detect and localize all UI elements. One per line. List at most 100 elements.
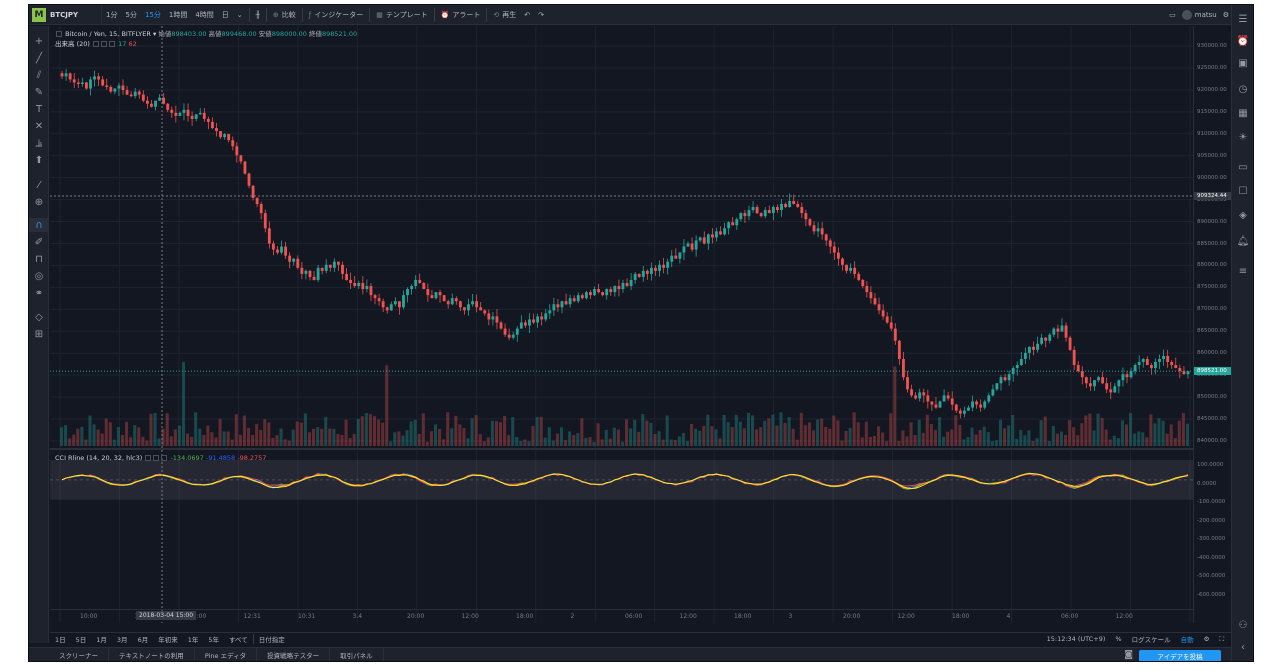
indicators-button[interactable]: ƒ インジケーター <box>305 5 367 25</box>
tab-strategy-tester[interactable]: 投資戦略テスター <box>257 647 331 661</box>
hotlist-button[interactable]: ◷ <box>1232 81 1253 97</box>
series-title: Bitcoin / Yen, 15, BITFLYER <box>65 30 151 38</box>
text-tool[interactable]: T <box>29 102 49 116</box>
streams-button[interactable]: ▭ <box>1232 159 1253 175</box>
alert-button[interactable]: ⏰ アラート <box>437 5 485 25</box>
candle-body <box>747 210 751 217</box>
range-3m-button[interactable]: 3月 <box>116 635 128 644</box>
settings-button[interactable]: ⚙ <box>1220 5 1232 25</box>
eye-icon[interactable] <box>93 41 99 47</box>
compare-button[interactable]: ⊕ 比較 <box>269 5 300 25</box>
goto-date-button[interactable]: 日付指定 <box>252 633 290 644</box>
symbol-search-button[interactable]: BTCJPY <box>46 5 102 25</box>
ideas-button[interactable]: ☀ <box>1232 129 1253 145</box>
interval-1d-button[interactable]: 日 <box>221 10 229 19</box>
fullscreen-icon[interactable]: ⛶ <box>1219 634 1224 643</box>
user-menu-button[interactable]: matsu <box>1179 5 1220 25</box>
volume-bar <box>616 429 620 446</box>
range-ytd-button[interactable]: 年初来 <box>158 635 178 644</box>
replay-button[interactable]: ⟲ 再生 <box>489 5 520 25</box>
log-scale-toggle[interactable]: ログスケール <box>1131 636 1171 644</box>
range-1y-button[interactable]: 1年 <box>187 635 199 644</box>
candle-body <box>519 322 523 329</box>
volume-bar <box>320 428 324 446</box>
candle-body <box>1048 334 1052 341</box>
interval-1m-button[interactable]: 1分 <box>106 10 118 19</box>
interval-5m-button[interactable]: 5分 <box>125 10 137 19</box>
gear-icon[interactable]: ⚙ <box>1203 635 1210 643</box>
eye-icon[interactable] <box>145 455 152 461</box>
range-5d-button[interactable]: 5日 <box>75 635 87 644</box>
volume-bar <box>165 413 169 446</box>
link-tool[interactable]: ⚭ <box>29 286 49 300</box>
magnet-tool[interactable]: ∩ <box>29 218 49 232</box>
collapse-sidebar-button[interactable]: ‹ <box>1232 639 1253 655</box>
ruler-tool[interactable]: ⁄ <box>29 178 49 192</box>
gear-icon[interactable] <box>153 455 160 461</box>
range-6m-button[interactable]: 6月 <box>137 635 149 644</box>
undo-button[interactable]: ↶ <box>520 5 534 25</box>
redo-button[interactable]: ↷ <box>534 5 548 25</box>
chat-button[interactable]: ☐ <box>1232 183 1253 199</box>
chevron-down-icon[interactable]: ▾ <box>152 30 157 38</box>
volume-bar <box>677 436 681 446</box>
close-icon[interactable] <box>161 455 168 461</box>
tab-screener[interactable]: スクリーナー <box>29 647 109 661</box>
toolbar-divider <box>265 7 267 22</box>
chart-type-button[interactable]: ╫ <box>252 5 264 25</box>
price-axis[interactable]: 930000.00 925000.00 920000.00 915000.00 9100… <box>1193 26 1234 623</box>
chart-canvas[interactable] <box>50 26 1193 623</box>
chart-pane[interactable] <box>50 26 1193 623</box>
prediction-tool[interactable]: ⫡ <box>29 136 49 150</box>
watchlist-button[interactable]: ☰ <box>1232 11 1253 27</box>
calendar-button[interactable]: ▦ <box>1232 105 1253 121</box>
candle-body <box>60 73 64 77</box>
percent-toggle[interactable]: % <box>1115 635 1122 643</box>
interval-1h-button[interactable]: 1時間 <box>168 10 188 19</box>
interval-4h-button[interactable]: 4時間 <box>195 10 214 19</box>
templates-button[interactable]: ▦ テンプレート <box>372 5 431 25</box>
brush-tool[interactable]: ✎ <box>29 85 49 99</box>
candle-body <box>182 109 186 113</box>
publish-idea-button[interactable]: アイデアを投稿 <box>1139 650 1221 661</box>
volume-bar <box>68 438 72 446</box>
camera-icon[interactable]: ◙ <box>1124 650 1133 660</box>
tab-trading-panel[interactable]: 取引パネル <box>330 647 384 661</box>
candle-body <box>857 273 861 280</box>
channel-tool[interactable]: ⫽ <box>29 68 49 82</box>
trendline-tool[interactable]: ╱ <box>29 51 49 65</box>
zoom-tool[interactable]: ⊕ <box>29 195 49 209</box>
pattern-tool[interactable]: ✕ <box>29 119 49 133</box>
interval-dropdown-button[interactable]: ⌄ <box>233 5 247 25</box>
favorite-tool[interactable]: ◇ <box>29 310 49 324</box>
candle-body <box>926 395 930 402</box>
range-all-button[interactable]: すべて <box>228 635 248 644</box>
close-icon[interactable] <box>109 41 115 47</box>
notifications-button[interactable]: 🔔︎ <box>1232 233 1253 249</box>
delete-tool[interactable]: ⊞ <box>29 327 49 341</box>
tab-pine-editor[interactable]: Pine エディタ <box>195 647 258 661</box>
icon-tool[interactable]: ⬆ <box>29 153 49 167</box>
crosshair-tool[interactable]: + <box>29 34 49 48</box>
auto-scale-toggle[interactable]: 自動 <box>1180 636 1194 644</box>
range-1m-button[interactable]: 1月 <box>96 635 107 644</box>
volume-bar <box>527 441 531 446</box>
ideas-stream-button[interactable]: ◈ <box>1232 207 1253 223</box>
time-axis[interactable]: 10:0016:0022:0012:3110:313.420:0012:0018… <box>50 609 1193 623</box>
layout-button[interactable]: ▭ <box>1166 5 1179 25</box>
order-panel-button[interactable]: ≡ <box>1232 263 1253 279</box>
hide-tool[interactable]: ◎ <box>29 269 49 283</box>
help-button[interactable]: ⚇ <box>1232 617 1253 633</box>
interval-15m-button[interactable]: 15分 <box>144 10 161 19</box>
range-1d-button[interactable]: 1日 <box>55 635 66 644</box>
clock-timezone[interactable]: 15:12:34 (UTC+9) <box>1046 635 1106 643</box>
gear-icon[interactable] <box>101 41 107 47</box>
volume-bar <box>84 439 88 446</box>
lock-tool[interactable]: ⊓ <box>29 252 49 266</box>
tab-text-notes[interactable]: テキストノートの利用 <box>109 647 195 661</box>
range-5y-button[interactable]: 5年 <box>208 635 219 644</box>
stay-drawing-tool[interactable]: ✐ <box>29 235 49 249</box>
alerts-panel-button[interactable]: ⏰ <box>1232 33 1253 49</box>
data-window-button[interactable]: ▣ <box>1232 55 1253 71</box>
collapse-icon[interactable] <box>56 31 62 37</box>
